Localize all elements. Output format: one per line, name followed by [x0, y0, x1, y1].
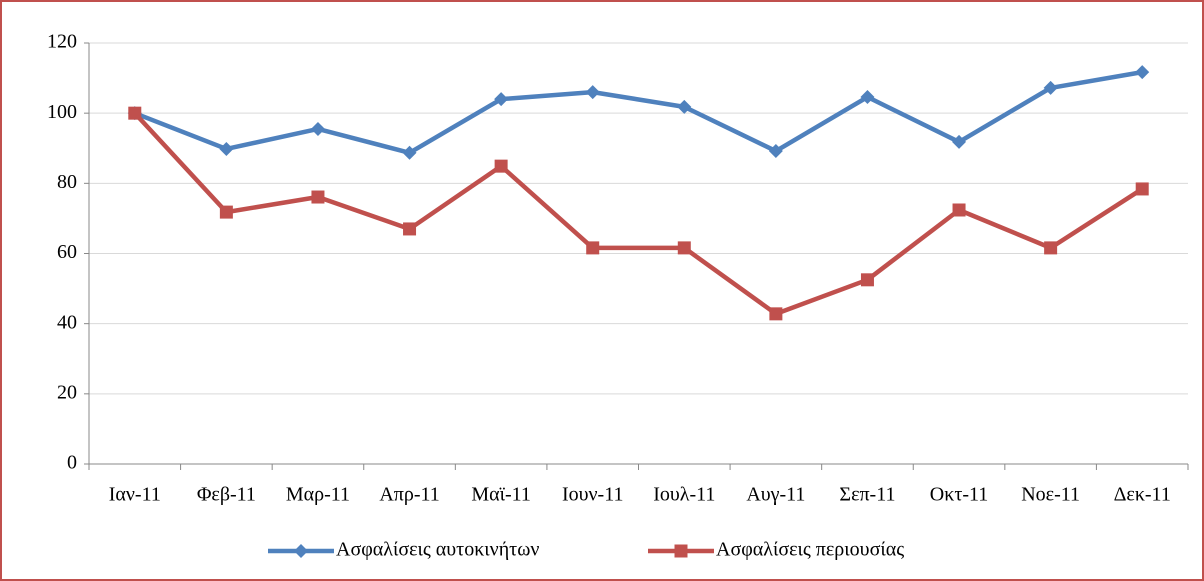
marker — [1135, 182, 1149, 196]
marker — [585, 85, 600, 100]
marker — [311, 190, 325, 204]
marker — [677, 99, 692, 114]
x-tick-label: Δεκ-11 — [1114, 484, 1171, 506]
marker — [860, 273, 874, 287]
x-tick-label: Μαρ-11 — [286, 484, 350, 506]
marker — [1135, 65, 1150, 80]
marker — [1043, 80, 1058, 95]
y-tick-label: 80 — [57, 171, 77, 193]
marker — [952, 203, 966, 217]
x-tick-label: Μαϊ-11 — [471, 484, 531, 506]
y-tick-label: 20 — [57, 381, 77, 403]
legend-label: Ασφαλίσεις περιουσίας — [716, 539, 904, 561]
marker — [494, 92, 509, 107]
x-tick-label: Νοε-11 — [1021, 484, 1080, 506]
marker — [294, 544, 308, 558]
x-tick-label: Σεπ-11 — [839, 484, 895, 506]
marker — [768, 144, 783, 159]
x-tick-label: Ιουν-11 — [562, 484, 624, 506]
series-line — [133, 69, 1143, 156]
x-tick-label: Απρ-11 — [379, 484, 439, 506]
x-tick-label: Αυγ-11 — [746, 484, 805, 506]
marker — [586, 241, 600, 255]
x-tick-label: Ιαν-11 — [109, 484, 161, 506]
marker — [1044, 241, 1058, 255]
marker — [402, 145, 417, 160]
y-tick-label: 100 — [47, 101, 77, 123]
marker — [674, 544, 688, 558]
marker — [494, 159, 508, 173]
marker — [860, 90, 875, 105]
y-tick-label: 40 — [57, 311, 77, 333]
y-tick-label: 60 — [57, 241, 77, 263]
x-tick-label: Οκτ-11 — [930, 484, 988, 506]
marker — [403, 222, 417, 236]
x-tick-label: Φεβ-11 — [197, 484, 256, 506]
marker — [128, 106, 142, 120]
x-tick-label: Ιουλ-11 — [653, 484, 715, 506]
marker — [310, 121, 325, 136]
y-tick-label: 0 — [67, 452, 77, 474]
series-line — [133, 111, 1144, 317]
marker — [677, 241, 691, 255]
marker — [219, 141, 234, 156]
marker — [769, 307, 783, 321]
y-tick-label: 120 — [47, 31, 77, 53]
marker — [219, 205, 233, 219]
legend-label: Ασφαλίσεις αυτοκινήτων — [336, 539, 539, 561]
marker — [952, 134, 967, 149]
